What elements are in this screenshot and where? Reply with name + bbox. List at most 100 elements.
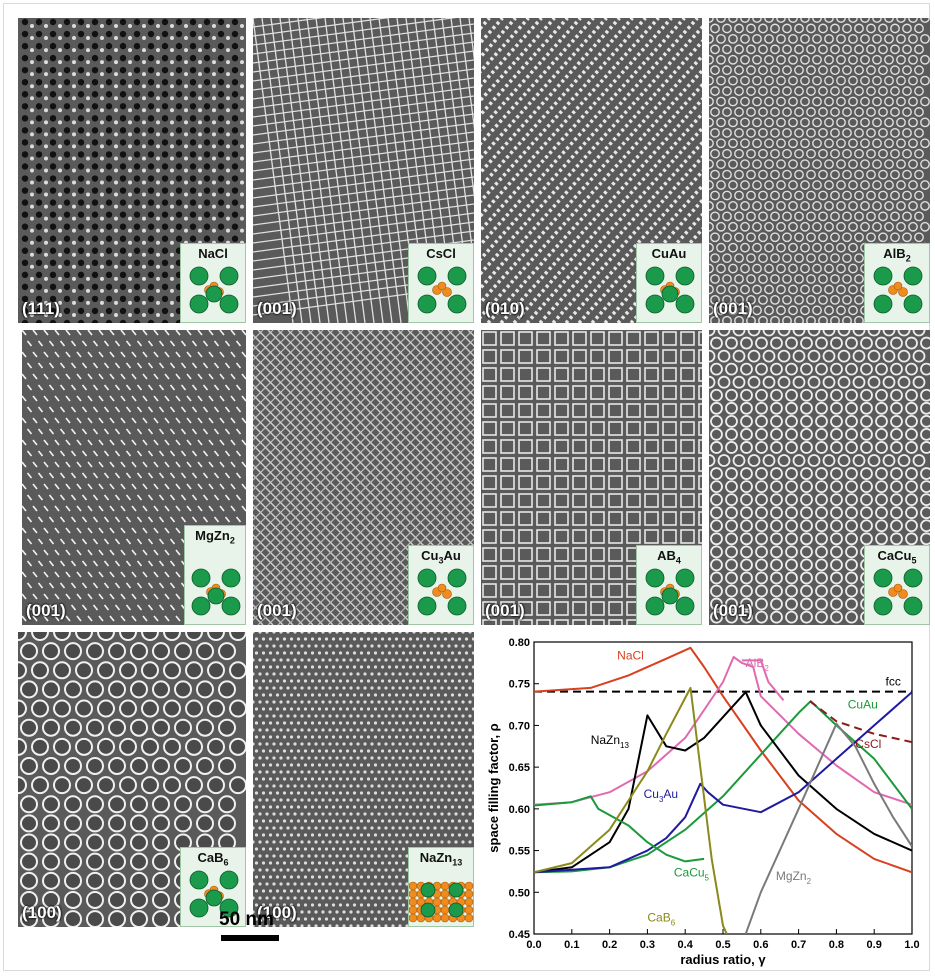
micrograph-texture — [253, 330, 474, 625]
structure-label: Cu3Au — [409, 548, 473, 566]
structure-subscript: 3 — [438, 555, 444, 566]
structure-label: CaCu5 — [865, 548, 929, 566]
micrograph-alb2: AlB2 (001) — [709, 18, 930, 323]
unit-cell-spheres — [417, 568, 467, 616]
structure-label: MgZn2 — [185, 528, 245, 546]
x-tick-label: 0.9 — [867, 939, 882, 951]
structure-label: AlB2 — [865, 246, 929, 264]
series-label: CuAu — [848, 698, 878, 712]
x-axis-label: radius ratio, γ — [680, 952, 766, 967]
micrograph-ab4: AB4 (001) — [481, 330, 702, 625]
structure-name: AlB — [883, 246, 906, 261]
y-tick-label: 0.50 — [509, 887, 530, 899]
series-label: fcc — [886, 674, 901, 688]
series-line-5 — [809, 700, 912, 744]
orientation-label: (100) — [22, 903, 62, 922]
micrograph-cu3au: Cu3Au (001) — [253, 330, 474, 625]
plot-area — [533, 641, 913, 935]
series-line-8 — [534, 795, 705, 863]
orientation-label: (001) — [713, 299, 753, 318]
series-label-subscript: 13 — [620, 741, 629, 750]
series-label-text: AlB — [746, 656, 765, 670]
orientation-label: (100) — [257, 903, 297, 922]
structure-name: CuAu — [651, 246, 687, 261]
series-label-text: CaB — [647, 910, 670, 924]
series-label-tail: Au — [663, 787, 678, 801]
structure-name: MgZn — [195, 528, 230, 543]
unit-cell-spheres — [645, 266, 695, 314]
series-label: CaB6 — [647, 910, 675, 927]
micrograph-nazn13: NaZn13 (100) — [253, 632, 474, 927]
structure-subscript: 2 — [229, 535, 235, 546]
micrograph-texture — [253, 632, 474, 927]
structure-name: AB — [657, 548, 676, 563]
unit-cell-inset: NaCl — [180, 243, 246, 323]
y-tick-label: 0.75 — [509, 679, 530, 691]
series-label-text: NaZn — [591, 733, 620, 747]
space-filling-chart: 0.0 0.1 0.2 0.3 0.4 0.5 0.6 0.7 0.8 0.9 1.0 0.45 0.5… — [486, 637, 920, 967]
x-tick-label: 0.1 — [564, 939, 579, 951]
structure-name: NaCl — [198, 246, 228, 261]
unit-cell-inset: CuAu — [636, 243, 702, 323]
structure-subscript: 4 — [675, 555, 681, 566]
orientation-label: (001) — [713, 601, 753, 620]
series-label: Cu3Au — [644, 787, 678, 804]
micrograph-cacu5: CaCu5 (001) — [709, 330, 930, 625]
x-tick-label: 1.0 — [904, 939, 919, 951]
unit-cell-inset: MgZn2 — [184, 525, 246, 625]
y-tick-label: 0.60 — [509, 804, 530, 816]
structure-name: CsCl — [426, 246, 456, 261]
structure-name-tail: Au — [443, 548, 461, 563]
micrograph-cab6: CaB6 (100) — [18, 632, 246, 927]
y-tick-label: 0.80 — [509, 637, 530, 649]
series-label-text: CuAu — [848, 698, 878, 712]
series-line-9 — [534, 686, 728, 934]
unit-cell-inset: AlB2 — [864, 243, 930, 323]
series-line-10 — [744, 722, 912, 934]
structure-label: CuAu — [637, 246, 701, 261]
series-label-subscript: 2 — [807, 877, 812, 886]
series-label-text: CsCl — [855, 737, 881, 751]
scale-bar — [221, 935, 279, 941]
y-tick-label: 0.45 — [509, 929, 530, 941]
series-label: AlB2 — [746, 656, 770, 673]
x-tick-label: 0.2 — [602, 939, 617, 951]
y-tick-label: 0.70 — [509, 720, 530, 732]
y-tick-label: 0.65 — [509, 762, 530, 774]
x-tick-label: 0.8 — [829, 939, 844, 951]
series-label: CaCu5 — [674, 865, 710, 882]
unit-cell-spheres — [873, 266, 923, 314]
x-tick-label: 0.6 — [753, 939, 768, 951]
series-label: MgZn2 — [776, 869, 812, 886]
series-label-text: Cu — [644, 787, 659, 801]
unit-cell-spheres — [409, 881, 474, 923]
unit-cell-spheres — [873, 568, 923, 616]
orientation-label: (111) — [22, 299, 60, 318]
series-line-1 — [534, 646, 912, 874]
structure-label: CaB6 — [181, 850, 245, 868]
series-label-subscript: 3 — [659, 795, 664, 804]
series-label-subscript: 5 — [705, 873, 710, 882]
orientation-label: (010) — [485, 299, 525, 318]
unit-cell-spheres — [417, 266, 467, 314]
structure-name: CaB — [197, 850, 224, 865]
series-label-subscript: 2 — [764, 664, 769, 673]
unit-cell-inset: CaCu5 — [864, 545, 930, 625]
structure-name: CaCu — [877, 548, 912, 563]
structure-name: Cu — [421, 548, 439, 563]
y-tick-label: 0.55 — [509, 846, 530, 858]
x-tick-label: 0.4 — [678, 939, 694, 951]
series-line-2 — [534, 656, 912, 806]
series-label-text: NaCl — [617, 649, 644, 663]
unit-cell-inset: Cu3Au — [408, 545, 474, 625]
orientation-label: (001) — [26, 601, 66, 620]
structure-label: NaCl — [181, 246, 245, 261]
orientation-label: (001) — [485, 601, 525, 620]
series-line-7 — [534, 691, 912, 874]
series-line-3 — [741, 659, 785, 702]
x-tick-label: 0.7 — [791, 939, 806, 951]
unit-cell-spheres — [645, 568, 695, 616]
orientation-label: (001) — [257, 601, 297, 620]
orientation-label: (001) — [257, 299, 297, 318]
structure-name: NaZn — [419, 850, 453, 865]
